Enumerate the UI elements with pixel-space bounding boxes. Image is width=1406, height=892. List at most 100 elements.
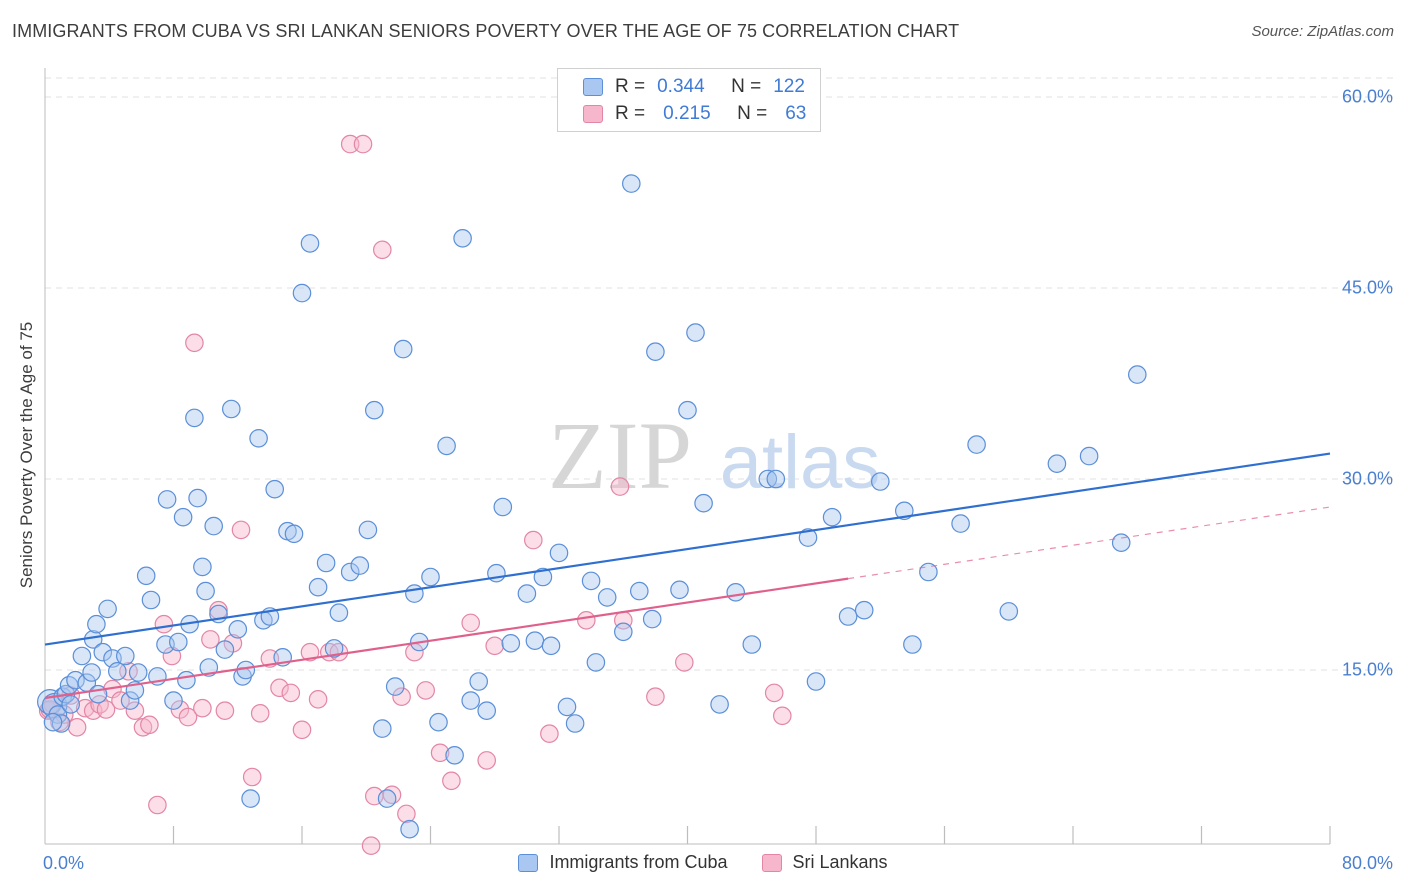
watermark-zip: ZIP <box>548 402 692 509</box>
data-point <box>557 697 577 717</box>
legend-swatch-blue <box>518 853 539 872</box>
data-point <box>437 436 456 456</box>
data-point <box>87 614 106 634</box>
legend-item-sri-lankans[interactable]: Sri Lankans <box>761 852 888 873</box>
data-point <box>397 804 416 824</box>
data-point <box>674 653 694 672</box>
data-point <box>485 636 504 656</box>
data-point <box>157 490 177 509</box>
data-point <box>517 584 537 603</box>
data-point <box>1047 454 1067 473</box>
legend-r-label: R = <box>615 76 646 97</box>
data-point <box>173 507 193 527</box>
legend-swatch-blue <box>583 78 603 96</box>
data-point <box>533 567 553 587</box>
data-point <box>501 633 521 653</box>
data-point <box>116 646 135 666</box>
data-point <box>766 469 786 489</box>
legend-item-cuba[interactable]: Immigrants from Cuba <box>518 852 728 873</box>
data-point <box>300 234 320 253</box>
data-point <box>421 567 440 587</box>
data-point <box>678 400 697 420</box>
data-point <box>806 672 826 691</box>
axes <box>44 68 1331 845</box>
data-point <box>292 720 312 740</box>
data-point <box>646 342 665 361</box>
data-point <box>204 516 223 536</box>
data-point <box>281 683 301 703</box>
data-point <box>1079 446 1099 466</box>
data-point <box>670 580 689 600</box>
data-point <box>613 622 633 642</box>
data-point <box>1128 365 1147 384</box>
data-point <box>164 691 183 710</box>
data-point <box>353 134 373 154</box>
data-point <box>340 134 360 154</box>
data-point <box>96 700 116 719</box>
data-point <box>646 687 665 706</box>
data-point <box>292 283 312 303</box>
data-point <box>549 543 569 563</box>
data-point <box>903 635 922 654</box>
data-point <box>493 497 513 517</box>
data-point <box>215 640 235 659</box>
data-point <box>154 614 174 634</box>
legend-swatch-pink <box>761 853 782 872</box>
data-point <box>67 717 87 737</box>
data-point <box>125 701 145 720</box>
trend-line-sri-lankans <box>44 577 849 700</box>
data-point <box>621 174 641 193</box>
data-point <box>324 639 344 658</box>
data-point <box>629 581 649 601</box>
data-point <box>66 670 85 690</box>
data-point <box>372 240 392 260</box>
legend-n-value: 122 <box>773 76 805 97</box>
data-point <box>461 691 480 710</box>
series-sri-lankans-points <box>38 134 792 855</box>
data-point <box>196 581 215 601</box>
stats-legend: R = 0.344 N = 122 R = 0.215 N = 63 <box>557 68 821 132</box>
data-point <box>250 703 270 723</box>
data-point <box>222 399 241 419</box>
trend-line-sri-lankans-extension <box>848 506 1331 580</box>
data-point <box>241 789 260 808</box>
data-point <box>967 435 986 454</box>
data-point <box>329 603 349 622</box>
data-point <box>400 819 419 839</box>
trend-lines <box>44 452 1331 700</box>
series-legend: Immigrants from Cuba Sri Lankans <box>0 852 1406 873</box>
data-point <box>358 520 378 540</box>
data-point <box>108 661 127 681</box>
data-point <box>169 632 188 652</box>
data-point <box>461 613 480 633</box>
data-point <box>581 571 601 591</box>
data-point <box>185 333 204 353</box>
data-point <box>710 695 729 714</box>
data-point <box>265 479 284 499</box>
legend-r-label: R = <box>615 103 646 124</box>
data-point <box>541 636 561 656</box>
data-point <box>93 642 113 662</box>
y-tick-label: 15.0% <box>1341 659 1393 680</box>
data-point <box>119 661 138 681</box>
data-point <box>523 530 543 550</box>
data-point <box>185 408 204 428</box>
data-point <box>372 719 392 738</box>
y-axis-label: Seniors Poverty Over the Age of 75 <box>17 321 36 589</box>
data-point <box>308 577 328 597</box>
data-point <box>98 599 117 619</box>
legend-n-label: N = <box>737 103 768 124</box>
x-tick-label-min: 0.0% <box>43 853 85 873</box>
data-point <box>445 745 464 765</box>
data-point <box>61 695 80 714</box>
data-point <box>228 619 248 639</box>
data-point <box>316 553 336 573</box>
data-point <box>772 706 792 726</box>
data-point <box>525 631 545 650</box>
data-point <box>136 566 156 586</box>
data-point <box>392 687 411 706</box>
data-point <box>177 670 196 690</box>
data-point <box>442 771 461 791</box>
data-point <box>364 400 384 420</box>
data-point <box>822 507 842 527</box>
